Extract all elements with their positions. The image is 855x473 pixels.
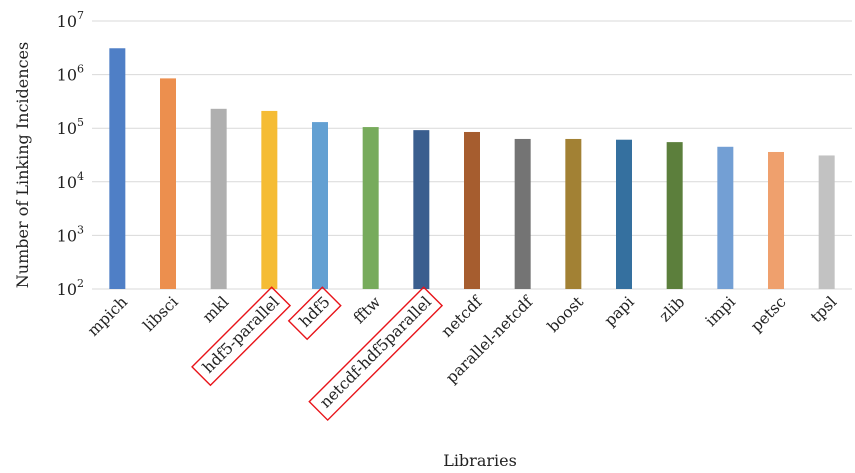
bar: [464, 131, 480, 289]
highlight-box: [287, 286, 342, 341]
category-label-group: papi: [601, 293, 638, 330]
x-axis-title: Libraries: [443, 451, 517, 470]
category-label: boost: [544, 292, 588, 336]
highlight-box: [308, 286, 444, 422]
category-label-group: tpsl: [807, 293, 840, 326]
category-label-group: fftw: [350, 292, 385, 327]
category-label: papi: [601, 293, 638, 330]
bar: [362, 127, 379, 289]
bar: [109, 48, 126, 289]
category-label-group: impi: [702, 293, 739, 330]
category-label: libsci: [140, 293, 182, 335]
y-tick-label: 104: [57, 170, 84, 192]
category-label: netcdf: [438, 292, 487, 341]
bar: [514, 138, 531, 289]
category-label: petsc: [747, 293, 789, 335]
bars: [109, 48, 835, 289]
y-tick-label: 102: [57, 277, 84, 299]
bar: [312, 122, 328, 289]
highlight-box: [191, 286, 292, 387]
category-label-group: zlib: [656, 293, 689, 326]
y-tick-labels: 102 103 104 105 106 107: [57, 9, 84, 299]
category-label-group: netcdf: [438, 292, 487, 341]
category-label-group: mkl: [199, 293, 232, 326]
bar: [210, 108, 227, 289]
category-label-group: libsci: [140, 293, 182, 335]
category-label-group: parallel-netcdf: [442, 292, 537, 387]
bar: [413, 130, 430, 289]
category-label: tpsl: [807, 293, 840, 326]
y-axis-title: Number of Linking Incidences: [13, 42, 32, 288]
bar: [818, 155, 835, 289]
category-label: mkl: [199, 293, 232, 326]
category-label: parallel-netcdf: [442, 292, 537, 387]
bar: [768, 151, 784, 289]
bar: [717, 146, 734, 289]
bar: [160, 78, 176, 289]
y-tick-label: 103: [57, 223, 84, 245]
category-label-group: hdf5: [287, 286, 342, 341]
category-label: zlib: [656, 293, 689, 326]
category-label: impi: [702, 293, 739, 330]
y-tick-label: 105: [57, 116, 84, 138]
category-label-group: boost: [544, 292, 588, 336]
category-label: mpich: [84, 293, 131, 340]
bar: [261, 110, 278, 289]
y-tick-label: 107: [57, 9, 84, 31]
category-label-group: hdf5-parallel: [191, 286, 292, 387]
category-label-group: mpich: [84, 293, 131, 340]
bar: [565, 138, 582, 289]
category-label-group: petsc: [747, 293, 789, 335]
bar: [616, 139, 632, 289]
category-label: fftw: [350, 292, 385, 327]
y-tick-label: 106: [57, 63, 84, 85]
bar: [666, 142, 683, 289]
category-label: hdf5: [296, 293, 334, 331]
